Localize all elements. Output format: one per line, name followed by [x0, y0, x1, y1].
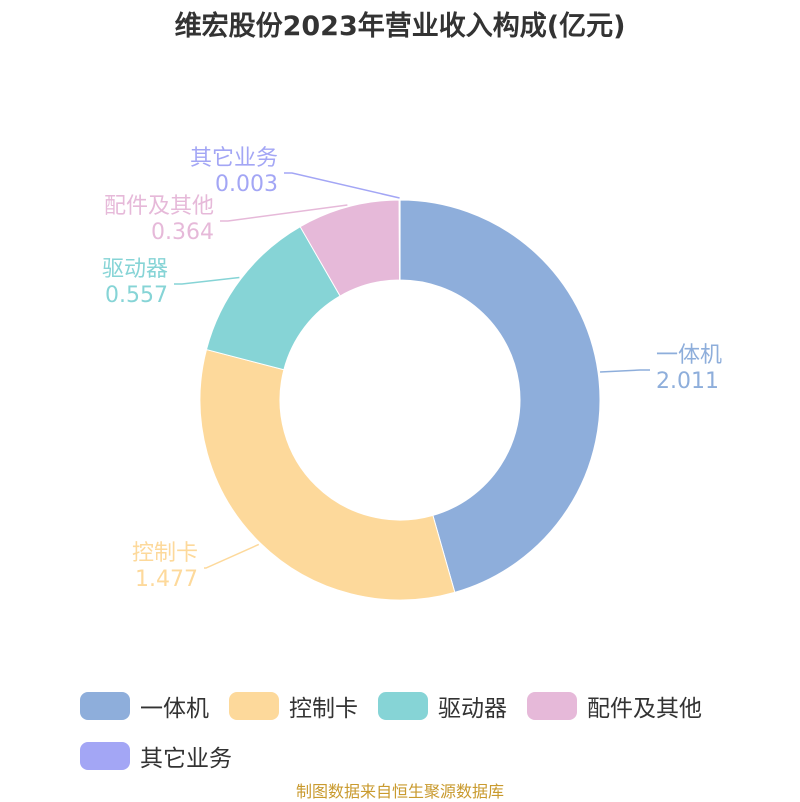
- legend: 一体机 控制卡 驱动器 配件及其他其它业务: [80, 688, 760, 788]
- slice-label-value: 0.364: [151, 220, 214, 245]
- callout-line-0: [600, 369, 650, 373]
- legend-label: 一体机: [140, 696, 209, 722]
- legend-swatch: [527, 692, 577, 720]
- callout-line-2: [174, 276, 240, 285]
- slice-1: [199, 348, 456, 601]
- slice-label-value: 1.477: [135, 567, 198, 592]
- legend-label: 其它业务: [140, 746, 232, 772]
- slice-label-value: 2.011: [656, 369, 719, 394]
- slice-label-name: 其它业务: [190, 146, 278, 171]
- legend-item[interactable]: 一体机: [80, 688, 209, 724]
- legend-swatch: [229, 692, 279, 720]
- legend-item[interactable]: 其它业务: [80, 738, 232, 774]
- donut-slices: [199, 199, 601, 601]
- callout-line-1: [204, 543, 260, 569]
- slice-4: [398, 199, 401, 281]
- legend-swatch: [80, 692, 130, 720]
- slice-label-name: 配件及其他: [104, 194, 214, 219]
- slice-label-value: 0.003: [215, 172, 278, 197]
- legend-item[interactable]: 驱动器: [378, 688, 507, 724]
- slice-0: [399, 199, 601, 593]
- legend-swatch: [378, 692, 428, 720]
- slice-label-value: 0.557: [105, 283, 168, 308]
- source-note: 制图数据来自恒生聚源数据库: [295, 782, 504, 801]
- legend-item[interactable]: 配件及其他: [527, 688, 702, 724]
- legend-item[interactable]: 控制卡: [229, 688, 358, 724]
- legend-swatch: [80, 742, 130, 770]
- slice-label-name: 一体机: [656, 343, 722, 368]
- legend-label: 控制卡: [289, 696, 358, 722]
- callout-line-4: [284, 172, 400, 199]
- slice-label-name: 驱动器: [102, 257, 168, 282]
- slice-label-name: 控制卡: [132, 541, 198, 566]
- legend-label: 驱动器: [438, 696, 507, 722]
- callout-line-3: [220, 204, 348, 222]
- chart-title: 维宏股份2023年营业收入构成(亿元): [174, 11, 626, 42]
- legend-label: 配件及其他: [587, 696, 702, 722]
